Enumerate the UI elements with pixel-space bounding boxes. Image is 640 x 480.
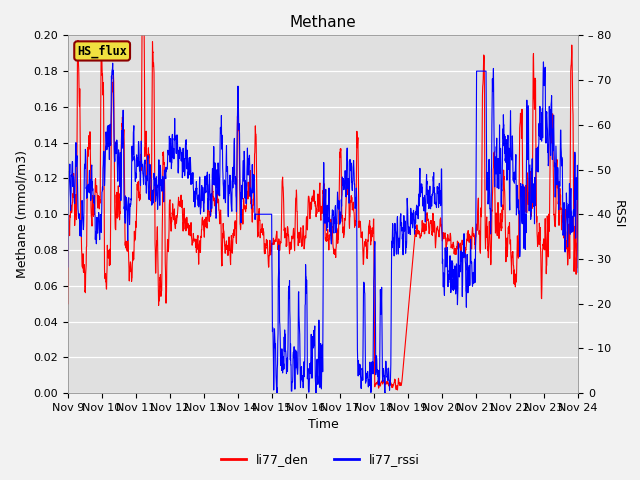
- Legend: li77_den, li77_rssi: li77_den, li77_rssi: [216, 448, 424, 471]
- Y-axis label: RSSI: RSSI: [612, 200, 625, 228]
- X-axis label: Time: Time: [308, 419, 339, 432]
- Title: Methane: Methane: [290, 15, 356, 30]
- Y-axis label: Methane (mmol/m3): Methane (mmol/m3): [15, 150, 28, 278]
- Text: HS_flux: HS_flux: [77, 44, 127, 58]
